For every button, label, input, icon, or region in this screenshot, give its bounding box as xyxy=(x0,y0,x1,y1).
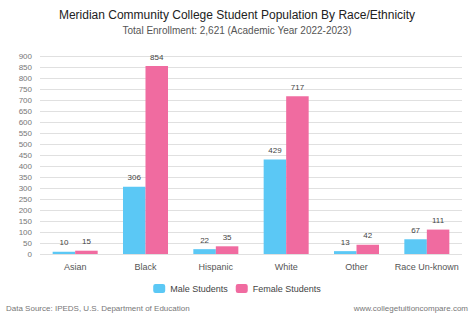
svg-text:429: 429 xyxy=(268,146,282,155)
svg-text:717: 717 xyxy=(291,83,305,92)
svg-text:400: 400 xyxy=(19,162,33,171)
svg-text:200: 200 xyxy=(19,206,33,215)
svg-text:306: 306 xyxy=(128,173,142,182)
svg-text:15: 15 xyxy=(82,237,91,246)
svg-text:67: 67 xyxy=(411,226,420,235)
svg-text:www.collegetuitioncompare.com: www.collegetuitioncompare.com xyxy=(353,304,469,313)
svg-text:Black: Black xyxy=(134,262,157,272)
svg-text:111: 111 xyxy=(432,216,445,225)
svg-text:0: 0 xyxy=(28,250,33,259)
svg-text:13: 13 xyxy=(341,238,350,247)
svg-text:Meridian Community College Stu: Meridian Community College Student Popul… xyxy=(59,8,415,22)
svg-text:Data Source: IPEDS, U.S. Depar: Data Source: IPEDS, U.S. Department of E… xyxy=(6,304,190,313)
svg-text:Female Students: Female Students xyxy=(253,284,322,294)
svg-text:Total Enrollment: 2,621 (Acade: Total Enrollment: 2,621 (Academic Year 2… xyxy=(122,25,351,36)
svg-text:Race Un-known: Race Un-known xyxy=(395,262,459,272)
svg-text:Hispanic: Hispanic xyxy=(199,262,234,272)
svg-text:10: 10 xyxy=(59,238,68,247)
svg-text:350: 350 xyxy=(19,173,33,182)
svg-text:550: 550 xyxy=(19,129,33,138)
svg-text:850: 850 xyxy=(19,63,33,72)
svg-text:500: 500 xyxy=(19,140,33,149)
svg-text:800: 800 xyxy=(19,74,33,83)
svg-text:Other: Other xyxy=(345,262,368,272)
svg-text:Male Students: Male Students xyxy=(170,284,228,294)
svg-text:42: 42 xyxy=(363,231,372,240)
svg-text:600: 600 xyxy=(19,118,33,127)
svg-text:854: 854 xyxy=(150,53,164,62)
svg-text:900: 900 xyxy=(19,52,33,61)
svg-text:150: 150 xyxy=(19,217,33,226)
svg-text:450: 450 xyxy=(19,151,33,160)
svg-text:250: 250 xyxy=(19,195,33,204)
svg-text:750: 750 xyxy=(19,85,33,94)
svg-text:50: 50 xyxy=(23,239,32,248)
svg-text:35: 35 xyxy=(223,233,232,242)
svg-text:22: 22 xyxy=(200,236,209,245)
svg-text:300: 300 xyxy=(19,184,33,193)
svg-text:Asian: Asian xyxy=(64,262,87,272)
svg-text:100: 100 xyxy=(19,228,33,237)
svg-text:White: White xyxy=(275,262,298,272)
svg-text:700: 700 xyxy=(19,96,33,105)
svg-text:650: 650 xyxy=(19,107,33,116)
